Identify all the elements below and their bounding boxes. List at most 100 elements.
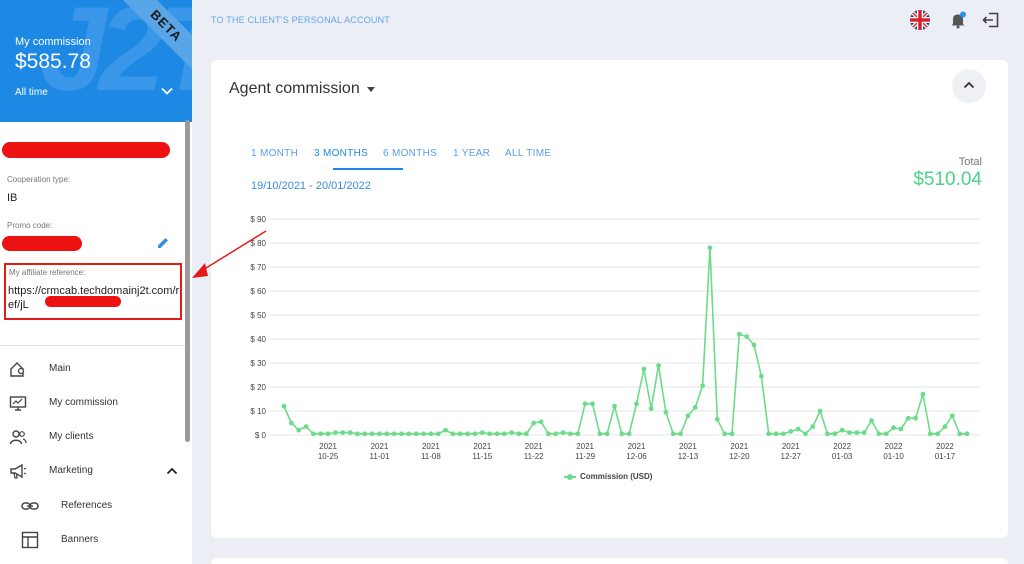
caret-down-icon[interactable] [367,87,375,92]
x-tick-date: 01-17 [935,452,956,461]
y-tick-label: $ 90 [250,215,266,224]
x-tick-date: 12-27 [781,452,802,461]
pencil-icon[interactable] [156,236,170,250]
data-point [788,429,794,434]
redacted-promo-code [2,236,82,251]
sidebar-item-my-commission[interactable]: My commission [0,386,186,420]
legend-swatch [564,473,576,480]
data-point [839,427,845,433]
data-point [920,391,926,397]
redacted-ref-code [45,296,121,307]
sidebar-item-my-clients[interactable]: My clients [0,420,186,454]
x-tick-year: 2021 [371,442,389,451]
data-point [421,431,426,437]
data-point [810,424,816,429]
data-point [634,401,639,407]
sidebar-item-references[interactable]: References [0,489,186,523]
data-point [325,431,331,437]
data-point [898,426,904,432]
x-tick-date: 11-29 [575,452,595,461]
data-point [891,425,896,431]
data-point [773,431,779,437]
data-point [384,431,390,437]
data-point [347,430,353,435]
data-point [303,424,309,429]
y-tick-label: $ 50 [250,311,266,320]
x-tick-date: 12-20 [729,452,750,461]
sidebar-item-banners[interactable]: Banners [0,523,186,557]
agent-commission-card: Agent commission 1 MONTH 3 MONTHS 6 MONT… [211,60,1008,538]
data-point [391,431,397,437]
data-point [744,334,750,339]
data-point [487,431,493,437]
megaphone-icon [10,463,27,479]
data-point [847,430,852,435]
data-point [369,431,375,437]
y-tick-label: $ 10 [250,407,266,416]
tab-1-month[interactable]: 1 MONTH [251,148,299,159]
data-point [465,431,471,437]
affiliate-reference-url[interactable]: https://crmcab.techdomainj2t.com/ref/jL [8,285,180,311]
x-tick-year: 2021 [730,442,748,451]
logout-icon[interactable] [982,11,1000,29]
y-tick-label: $ 30 [250,359,266,368]
commission-period: All time [15,87,48,98]
sidebar-item-label: My commission [49,397,118,408]
client-account-link[interactable]: TO THE CLIENT'S PERSONAL ACCOUNT [211,15,390,25]
data-point [869,418,874,423]
card-title[interactable]: Agent commission [229,80,360,97]
sidebar-scrollbar[interactable] [185,120,190,442]
y-tick-label: $ 70 [250,263,266,272]
data-point [553,431,559,437]
commission-line-chart: $ 0 $ 10 $ 20 $ 30 $ 40 $ 50 $ 60 $ 70 $ 80 $ 90 2… [250,215,981,461]
tab-6-months[interactable]: 6 MONTHS [383,148,438,159]
data-point [479,430,485,435]
uk-flag-icon[interactable] [910,10,930,30]
promo-code-label: Promo code: [7,221,53,230]
data-point [670,431,676,437]
affiliate-reference-box: My affiliate reference: https://crmcab.t… [4,263,182,320]
data-point [545,431,551,437]
chevron-down-icon[interactable] [160,84,174,98]
sidebar-item-label: Marketing [49,465,93,476]
data-point [406,431,412,437]
tab-3-months[interactable]: 3 MONTHS [314,148,369,159]
data-point [531,420,537,426]
legend-label: Commission (USD) [580,472,653,481]
data-point [612,403,617,409]
data-point [780,431,786,437]
tab-all-time[interactable]: ALL TIME [505,148,552,159]
tab-1-year[interactable]: 1 YEAR [453,148,491,159]
cooperation-type-label: Cooperation type: [7,175,71,184]
sidebar-item-main[interactable]: Main [0,352,186,386]
data-point [949,413,955,419]
data-point [619,431,625,437]
commission-summary-card[interactable]: J2T BETA My commission $585.78 All time [0,0,192,122]
data-point [678,431,683,437]
sidebar-item-marketing[interactable]: Marketing [0,454,186,488]
data-point [443,427,448,433]
collapse-button[interactable] [952,69,986,103]
data-point [457,431,463,437]
chevron-up-icon[interactable] [166,466,178,476]
data-point [935,431,941,437]
data-point [803,431,808,437]
sidebar-item-label: Banners [61,534,99,545]
x-tick-year: 2021 [628,442,646,451]
data-point [663,409,669,415]
data-point [281,403,287,409]
commission-amount: $585.78 [15,50,91,73]
y-tick-label: $ 20 [250,383,266,392]
data-point [604,431,610,437]
x-tick-date: 12-13 [678,452,699,461]
bell-icon[interactable] [949,11,967,29]
commission-label: My commission [15,36,91,48]
y-tick-label: $ 80 [250,239,266,248]
x-tick-year: 2021 [319,442,337,451]
cooperation-type-value: IB [7,192,18,204]
chart-legend: Commission (USD) [564,472,652,481]
total-value: $510.04 [913,169,982,190]
data-point [817,408,823,414]
data-point [729,431,735,437]
active-tab-indicator [333,168,403,170]
